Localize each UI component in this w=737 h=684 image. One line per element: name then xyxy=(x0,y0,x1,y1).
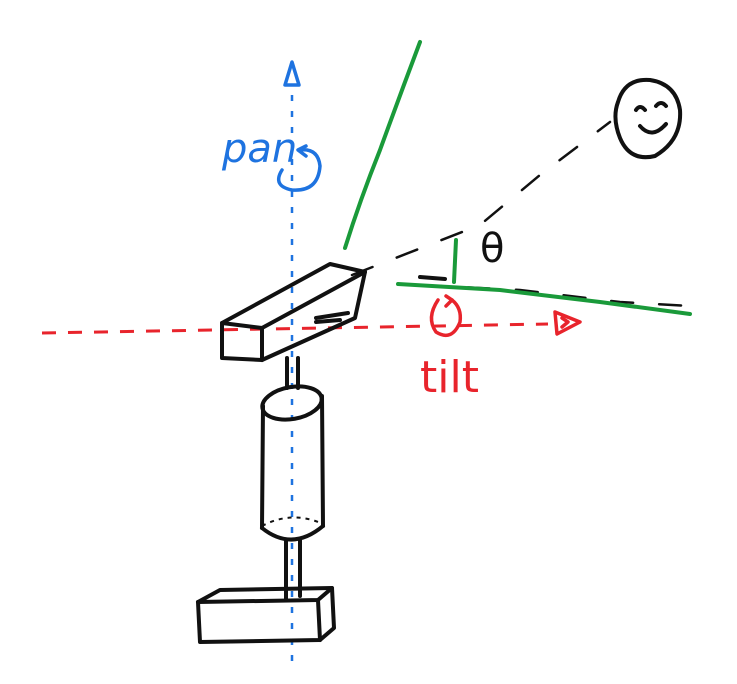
pan-axis xyxy=(283,60,301,662)
lower-shaft xyxy=(284,538,302,602)
line-of-sight xyxy=(350,120,612,277)
base-plate xyxy=(196,586,336,644)
rotation-arrow-icon xyxy=(429,294,463,338)
field-of-view xyxy=(343,40,692,316)
tilt-annotation: tilt xyxy=(420,294,479,403)
rotation-arrow-icon xyxy=(276,144,322,192)
pan-label: pan xyxy=(221,126,297,172)
theta-label: θ xyxy=(480,226,504,272)
tilt-label: tilt xyxy=(420,352,479,403)
upper-shaft xyxy=(285,356,300,390)
camera-body xyxy=(220,262,367,362)
pan-annotation: pan xyxy=(221,126,322,192)
motor-cylinder xyxy=(260,384,325,542)
smiley-face-icon xyxy=(613,77,683,160)
tilt-axis xyxy=(41,310,582,336)
angle-theta: θ xyxy=(418,226,504,284)
